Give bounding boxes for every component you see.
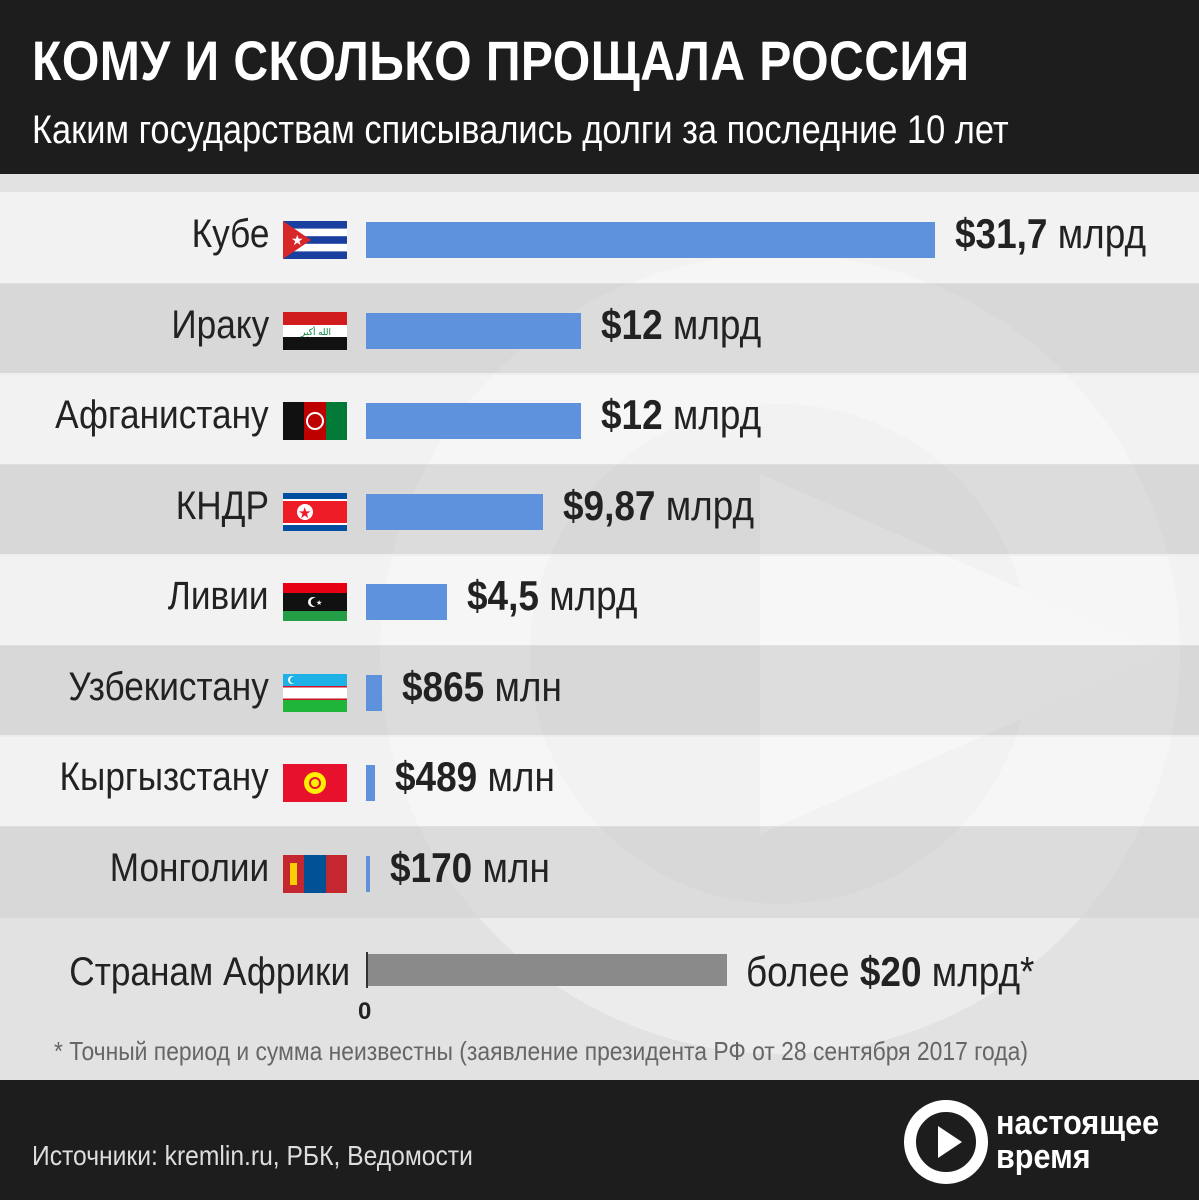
bar — [366, 222, 935, 258]
bar — [366, 584, 447, 620]
bar-row: Узбекистану $865 млн — [0, 644, 1199, 737]
axis-zero-label: 0 — [358, 998, 372, 1025]
value-label: $12 млрд — [601, 391, 761, 439]
logo-line1: настоящее — [996, 1104, 1160, 1142]
category-label: КНДР — [175, 483, 269, 528]
value-label: $489 млн — [395, 753, 555, 801]
value-number: $31,7 — [955, 210, 1048, 257]
bar — [366, 493, 544, 530]
value-label: $170 млн — [390, 844, 550, 892]
footnote: * Точный период и сумма неизвестны (заяв… — [54, 1036, 1028, 1066]
kyrgyzstan-flag-icon — [283, 764, 347, 802]
value-label: $4,5 млрд — [467, 572, 637, 620]
value-label: $31,7 млрд — [955, 210, 1146, 258]
value-label: $12 млрд — [601, 301, 761, 349]
value-unit: млрд — [655, 481, 755, 529]
footer: Источники: kremlin.ru, РБК, Ведомости на… — [0, 1080, 1199, 1200]
sources-text: Источники: kremlin.ru, РБК, Ведомости — [32, 1140, 473, 1171]
svg-text:★: ★ — [298, 505, 311, 522]
afghanistan-flag-icon — [283, 402, 347, 440]
bar-row: Кыргызстану $489 млн — [0, 735, 1199, 827]
north-korea-flag-icon: ★ — [283, 492, 347, 531]
value-number: $865 — [401, 662, 484, 710]
value-number: $9,87 — [563, 481, 656, 529]
category-label: Кыргызстану — [59, 755, 269, 799]
iraq-flag-icon: الله أكبر — [283, 311, 347, 350]
category-label: Монголии — [109, 845, 269, 890]
category-label: Афганистану — [55, 393, 269, 437]
category-label: Ливии — [168, 574, 269, 618]
value-unit: млн — [476, 753, 555, 800]
category-label-africa: Странам Африки — [69, 950, 350, 994]
libya-flag-icon: ★ — [283, 583, 347, 621]
uzbekistan-flag-icon — [283, 673, 347, 712]
svg-text:★: ★ — [316, 599, 322, 607]
value-label-africa: более $20 млрд* — [746, 948, 1034, 996]
bar-row: Монголии $170 млн — [0, 825, 1199, 918]
value-number: $12 — [601, 300, 664, 348]
bar-row: Ираку الله أكبر $12 млрд — [0, 282, 1199, 375]
chart-area: Кубе ★ $31,7 млрд Ираку الله أكبر $12 млрд Афг… — [0, 174, 1199, 1080]
bar-row: Кубе ★ $31,7 млрд — [0, 192, 1199, 284]
category-label: Кубе — [191, 212, 269, 256]
africa-num: $20 — [859, 948, 922, 995]
value-number: $4,5 — [466, 572, 539, 619]
bar — [366, 855, 370, 892]
bar-row: Афганистану $12 млрд — [0, 373, 1199, 465]
mongolia-flag-icon — [283, 854, 347, 893]
category-label: Ираку — [171, 302, 269, 347]
bar — [366, 312, 582, 349]
africa-prefix: более — [746, 948, 850, 995]
page-title: КОМУ И СКОЛЬКО ПРОЩАЛА РОССИЯ — [32, 29, 970, 92]
value-number: $489 — [394, 753, 477, 800]
value-number: $170 — [390, 843, 473, 891]
value-unit: млрд — [538, 572, 638, 619]
bar-row: Ливии ★ $4,5 млрд — [0, 554, 1199, 646]
play-arrow-icon — [904, 1100, 988, 1184]
bar — [366, 674, 382, 711]
svg-text:الله أكبر: الله أكبر — [300, 325, 331, 338]
cuba-flag-icon: ★ — [283, 221, 347, 259]
value-label: $865 млн — [402, 663, 562, 711]
page-subtitle: Каким государствам списывались долги за … — [32, 108, 1009, 152]
africa-unit: млрд* — [931, 948, 1035, 995]
value-unit: млн — [483, 662, 562, 710]
value-unit: млрд — [663, 391, 762, 438]
bar-africa — [368, 954, 727, 986]
header: КОМУ И СКОЛЬКО ПРОЩАЛА РОССИЯ Каким госу… — [0, 0, 1199, 174]
bar — [366, 765, 375, 801]
bar-row: КНДР ★ $9,87 млрд — [0, 463, 1199, 556]
value-unit: млрд — [1047, 210, 1147, 257]
category-label: Узбекистану — [68, 664, 269, 709]
axis-zero-line — [366, 952, 368, 988]
bar — [366, 403, 582, 439]
value-unit: млн — [472, 843, 550, 891]
value-number: $12 — [601, 391, 664, 438]
logo-line2: время — [996, 1138, 1091, 1176]
value-unit: млрд — [663, 300, 762, 348]
svg-text:★: ★ — [291, 232, 304, 248]
value-label: $9,87 млрд — [563, 482, 754, 530]
